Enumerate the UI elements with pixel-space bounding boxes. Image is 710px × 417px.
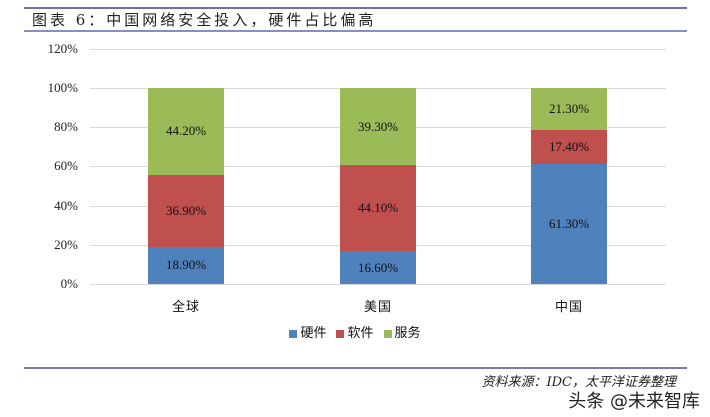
legend-label: 硬件 bbox=[300, 326, 327, 341]
legend-label: 服务 bbox=[394, 326, 421, 341]
footer-rule bbox=[24, 367, 687, 369]
header-bottom-rule bbox=[24, 30, 687, 32]
y-axis-tick-label: 40% bbox=[54, 198, 78, 213]
bar-1: 16.60% 44.10% 39.30% bbox=[340, 0, 416, 300]
gridline bbox=[90, 49, 666, 50]
x-axis-category-label: 中国 bbox=[554, 300, 583, 315]
legend-label: 软件 bbox=[347, 326, 374, 341]
gridline bbox=[90, 284, 666, 285]
y-axis-tick-label: 0% bbox=[60, 276, 78, 291]
header-top-rule bbox=[24, 7, 687, 9]
y-axis-tick-label: 80% bbox=[54, 119, 78, 134]
bar-segment-服务: 44.20% bbox=[148, 88, 224, 175]
chart-legend: 硬件 软件 服务 bbox=[0, 326, 710, 342]
source-note: 资料来源：IDC，太平洋证券整理 bbox=[481, 375, 676, 390]
bar-segment-硬件: 18.90% bbox=[148, 246, 224, 284]
bar-segment-服务: 21.30% bbox=[531, 88, 607, 130]
watermark: 头条 @未来智库 bbox=[568, 391, 700, 412]
bar-segment-软件: 17.40% bbox=[531, 129, 607, 164]
bar-segment-服务: 39.30% bbox=[340, 88, 416, 166]
legend-item: 服务 bbox=[383, 326, 421, 342]
bar-segment-软件: 44.10% bbox=[340, 165, 416, 252]
legend-swatch-icon bbox=[383, 330, 392, 338]
stacked-bar-chart: 0% 20% 40% 60% 80% 100% 120% 18.90% 36.90% 44.20%… bbox=[47, 0, 666, 315]
y-axis-tick-label: 20% bbox=[54, 237, 78, 252]
legend-swatch-icon bbox=[336, 330, 345, 338]
legend-item: 软件 bbox=[336, 326, 374, 342]
bar-2: 61.30% 17.40% 21.30% bbox=[531, 0, 607, 300]
chart-title: 图表 6：中国网络安全投入，硬件占比偏高 bbox=[32, 11, 377, 29]
bar-segment-软件: 36.90% bbox=[148, 174, 224, 247]
y-axis-tick-label: 120% bbox=[47, 41, 78, 56]
legend-swatch-icon bbox=[289, 330, 298, 338]
legend-item: 硬件 bbox=[289, 326, 326, 342]
bar-segment-硬件: 16.60% bbox=[340, 251, 416, 284]
bar-segment-硬件: 61.30% bbox=[531, 163, 607, 284]
x-axis-category-label: 全球 bbox=[171, 300, 200, 315]
y-axis-tick-label: 60% bbox=[54, 158, 78, 173]
x-axis-category-label: 美国 bbox=[363, 300, 392, 315]
y-axis-tick-label: 100% bbox=[47, 80, 78, 95]
bar-0: 18.90% 36.90% 44.20% bbox=[148, 0, 224, 300]
